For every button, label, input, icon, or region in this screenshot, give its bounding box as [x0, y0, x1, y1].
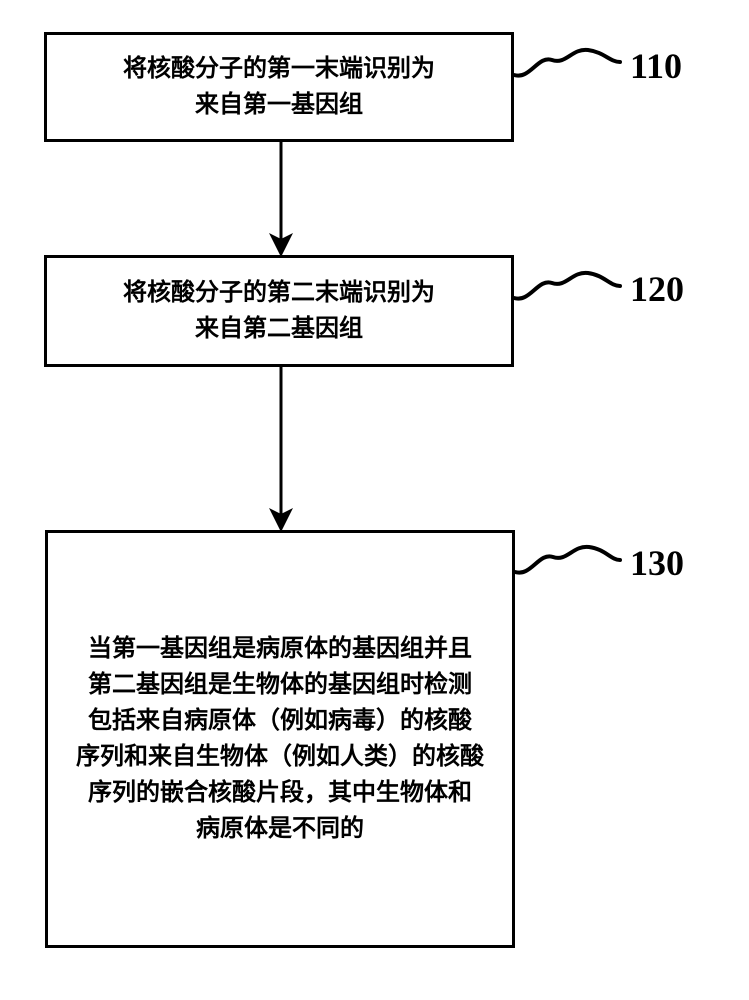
- callout-squiggle-1: [514, 50, 620, 76]
- flow-step-1: 将核酸分子的第一末端识别为 来自第一基因组: [44, 32, 514, 142]
- flow-step-3-text: 当第一基因组是病原体的基因组并且 第二基因组是生物体的基因组时检测 包括来自病原…: [76, 631, 484, 847]
- callout-squiggle-3: [515, 547, 620, 573]
- flow-step-2-label: 120: [630, 268, 684, 310]
- flow-step-2-text: 将核酸分子的第二末端识别为 来自第二基因组: [123, 275, 435, 347]
- flowchart-canvas: 将核酸分子的第一末端识别为 来自第一基因组 110 将核酸分子的第二末端识别为 …: [0, 0, 749, 1000]
- callout-squiggle-2: [514, 273, 620, 299]
- flow-step-1-label: 110: [630, 45, 682, 87]
- flow-step-3: 当第一基因组是病原体的基因组并且 第二基因组是生物体的基因组时检测 包括来自病原…: [45, 530, 515, 948]
- flow-step-2: 将核酸分子的第二末端识别为 来自第二基因组: [44, 255, 514, 367]
- flow-step-1-text: 将核酸分子的第一末端识别为 来自第一基因组: [123, 51, 435, 123]
- flow-step-3-label: 130: [630, 542, 684, 584]
